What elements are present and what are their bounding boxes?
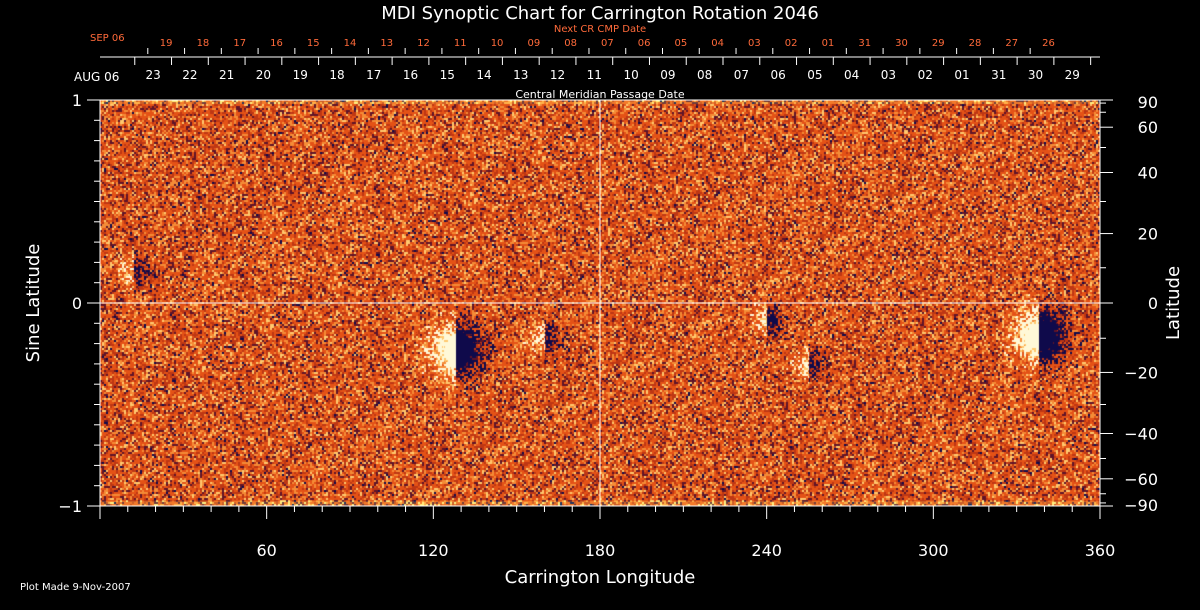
next-cmp-date-label: 30 [895, 38, 908, 49]
y-tick-label-right: 0 [1148, 294, 1158, 313]
cmp-date-label: 31 [991, 68, 1006, 82]
y-tick-label-left: 0 [72, 294, 82, 313]
next-cmp-date-label: 31 [858, 38, 871, 49]
cmp-date-label: 08 [697, 68, 712, 82]
x-tick-label: 180 [585, 541, 616, 560]
y-tick-label-right: 60 [1138, 118, 1158, 137]
axes: 60 120 180 240 300 36010−1906040200−20−40−60−… [58, 38, 1158, 560]
cmp-date-label: 14 [476, 68, 491, 82]
next-cmp-date-label: 16 [270, 38, 283, 49]
next-cmp-date-label: 09 [527, 38, 540, 49]
y-axis-label-right: Latitude [1163, 266, 1184, 340]
y-tick-label-left: −1 [58, 497, 82, 516]
plot-made-note: Plot Made 9-Nov-2007 [20, 582, 131, 593]
x-axis-label: Carrington Longitude [505, 567, 696, 588]
next-cmp-date-label: 13 [380, 38, 393, 49]
cmp-date-label: 10 [623, 68, 638, 82]
next-cmp-date-label: 05 [675, 38, 688, 49]
cmp-date-label: 11 [587, 68, 602, 82]
next-cmp-date-label: 15 [307, 38, 320, 49]
cmp-date-label: 01 [954, 68, 969, 82]
cmp-date-label: 07 [734, 68, 749, 82]
next-cmp-date-label: 01 [822, 38, 835, 49]
cmp-date-label: 06 [771, 68, 786, 82]
cmp-date-label: 18 [329, 68, 344, 82]
cmp-date-label: 21 [219, 68, 234, 82]
next-cmp-date-label: 28 [969, 38, 982, 49]
x-tick-label: 300 [918, 541, 949, 560]
next-cmp-date-label: 08 [564, 38, 577, 49]
next-cmp-date-label: 29 [932, 38, 945, 49]
cmp-start-label: AUG 06 [74, 70, 119, 84]
cmp-date-label: 23 [146, 68, 161, 82]
cmp-date-label: 03 [881, 68, 896, 82]
y-tick-label-right: 90 [1138, 93, 1158, 112]
next-cmp-date-label: 04 [711, 38, 724, 49]
y-tick-label-right: −90 [1124, 496, 1158, 515]
x-tick-label: 240 [751, 541, 782, 560]
y-tick-label-right: −40 [1124, 424, 1158, 443]
cmp-date-label: 20 [256, 68, 271, 82]
cmp-date-label: 30 [1028, 68, 1043, 82]
next-cmp-date-label: 03 [748, 38, 761, 49]
cmp-date-label: 29 [1065, 68, 1080, 82]
x-tick-label: 360 [1085, 541, 1116, 560]
cmp-date-label: 04 [844, 68, 859, 82]
next-cmp-date-label: 07 [601, 38, 614, 49]
cmp-date-label: 16 [403, 68, 418, 82]
chart-title: MDI Synoptic Chart for Carrington Rotati… [381, 3, 819, 24]
next-cmp-date-label: 18 [197, 38, 210, 49]
next-cmp-date-label: 27 [1005, 38, 1018, 49]
cmp-date-label: 15 [440, 68, 455, 82]
y-tick-label-right: 40 [1138, 164, 1158, 183]
x-tick-label: 120 [418, 541, 449, 560]
cmp-date-label: 17 [366, 68, 381, 82]
y-tick-label-right: −60 [1124, 470, 1158, 489]
next-cmp-date-label: 17 [233, 38, 246, 49]
cmp-date-label: 02 [918, 68, 933, 82]
cmp-date-label: 09 [660, 68, 675, 82]
next-cmp-date-label: 10 [491, 38, 504, 49]
next-cmp-date-label: 14 [344, 38, 357, 49]
cmp-date-label: 12 [550, 68, 565, 82]
x-tick-label: 60 [256, 541, 276, 560]
next-cmp-date-label: 12 [417, 38, 430, 49]
cmp-date-label: 13 [513, 68, 528, 82]
next-cmp-start-label: SEP 06 [90, 33, 125, 44]
y-tick-label-right: −20 [1124, 363, 1158, 382]
cmp-date-label: 19 [293, 68, 308, 82]
next-cmp-date-label: 19 [160, 38, 173, 49]
next-cmp-axis-title: Next CR CMP Date [554, 24, 646, 35]
next-cmp-date-label: 02 [785, 38, 798, 49]
cmp-date-label: 05 [807, 68, 822, 82]
y-tick-label-left: 1 [72, 91, 82, 110]
cmp-axis-title: Central Meridian Passage Date [515, 88, 684, 101]
next-cmp-date-label: 11 [454, 38, 467, 49]
next-cmp-date-label: 26 [1042, 38, 1055, 49]
y-axis-label-left: Sine Latitude [23, 244, 44, 363]
next-cmp-date-label: 06 [638, 38, 651, 49]
y-tick-label-right: 20 [1138, 225, 1158, 244]
cmp-date-label: 22 [182, 68, 197, 82]
